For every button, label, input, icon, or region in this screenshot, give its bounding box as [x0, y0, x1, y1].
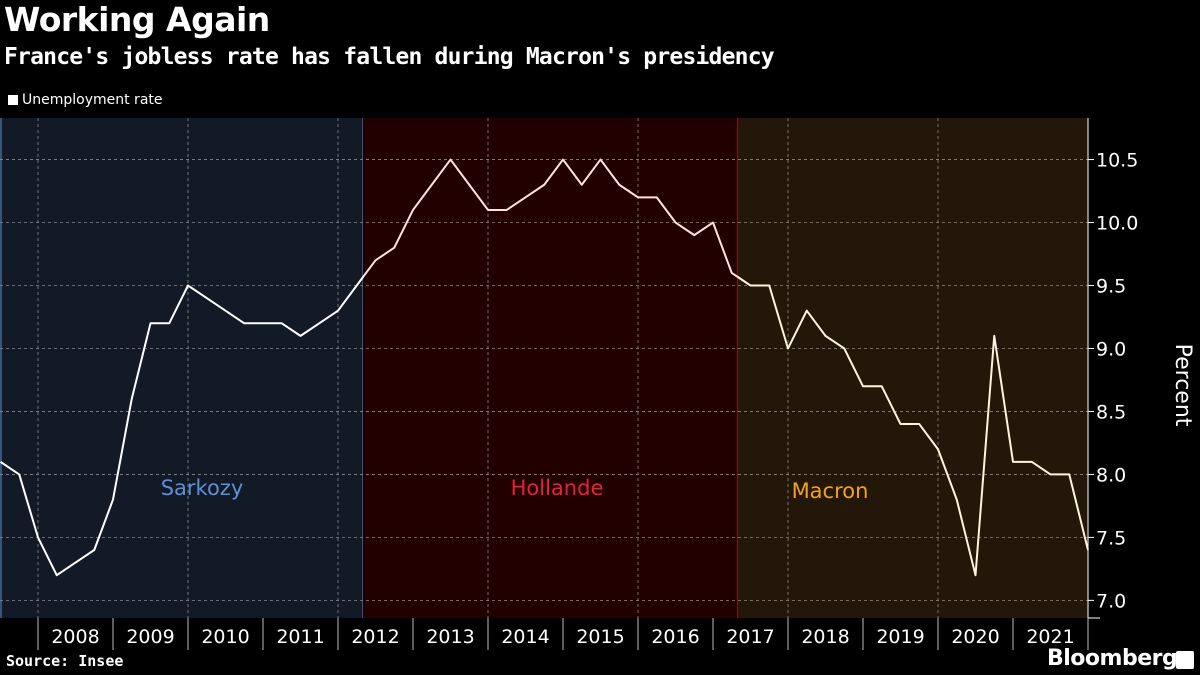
data-point-2014-Q1	[487, 209, 489, 211]
series-line-unemployment-rate	[363, 158, 738, 279]
y-tick-label: 10.0	[1096, 213, 1138, 235]
data-point-2017-Q3	[750, 285, 752, 287]
data-point-2012-Q4	[393, 247, 395, 249]
source-note: Source: Insee	[6, 652, 124, 670]
bloomberg-logo: Bloomberg	[1047, 646, 1178, 671]
x-tick-label: 2011	[276, 626, 324, 648]
y-tick-label: 7.5	[1096, 527, 1126, 549]
data-point-2015-Q2	[581, 184, 583, 186]
data-point-2014-Q4	[543, 184, 545, 186]
data-point-2019-Q2	[881, 385, 883, 387]
data-point-2011-Q1	[262, 322, 264, 324]
data-point-2008-Q3	[75, 562, 77, 564]
data-point-2018-Q4	[843, 348, 845, 350]
data-point-2017-Q1	[712, 222, 714, 224]
data-point-2011-Q3	[300, 335, 302, 337]
data-point-2011-Q4	[318, 322, 320, 324]
y-tick-label: 8.0	[1096, 464, 1126, 486]
data-point-2013-Q3	[450, 159, 452, 161]
data-point-2007-Q4	[18, 474, 20, 476]
data-point-2018-Q1	[787, 348, 789, 350]
data-point-2010-Q4	[243, 322, 245, 324]
data-point-2017-Q2	[731, 272, 733, 274]
data-point-2019-Q3	[900, 423, 902, 425]
data-point-2013-Q4	[468, 184, 470, 186]
chart-title: Working Again	[4, 0, 270, 39]
data-point-2008-Q4	[93, 549, 95, 551]
x-tick-label: 2015	[576, 626, 624, 648]
data-point-2016-Q2	[656, 197, 658, 199]
x-tick-label: 2012	[351, 626, 399, 648]
data-point-2019-Q4	[918, 423, 920, 425]
x-tick-label: 2019	[876, 626, 924, 648]
data-point-2015-Q4	[618, 184, 620, 186]
x-tick-label: 2010	[201, 626, 249, 648]
legend-swatch	[8, 95, 18, 105]
period-background-macron	[738, 118, 1088, 618]
period-label-macron: Macron	[792, 479, 869, 503]
data-point-2013-Q1	[412, 209, 414, 211]
data-point-2010-Q2	[206, 297, 208, 299]
data-point-2015-Q3	[600, 159, 602, 161]
data-point-2016-Q4	[693, 234, 695, 236]
data-point-2019-Q1	[862, 385, 864, 387]
data-point-2017-Q4	[768, 285, 770, 287]
data-point-2008-Q2	[56, 574, 58, 576]
y-tick-label: 8.5	[1096, 401, 1126, 423]
y-axis-label: Percent	[1170, 344, 1195, 427]
x-tick-label: 2017	[726, 626, 774, 648]
x-tick-label: 2013	[426, 626, 474, 648]
data-point-2021-Q1	[1012, 461, 1014, 463]
period-label-hollande: Hollande	[511, 476, 604, 500]
data-point-2021-Q4	[1068, 474, 1070, 476]
data-point-2009-Q2	[131, 398, 133, 400]
x-tick-label: 2009	[126, 626, 174, 648]
chart-subtitle: France's jobless rate has fallen during …	[4, 44, 775, 70]
data-point-2014-Q2	[506, 209, 508, 211]
x-tick-label: 2021	[1026, 626, 1074, 648]
data-point-2012-Q1	[337, 310, 339, 312]
data-point-2018-Q2	[806, 310, 808, 312]
data-point-2014-Q3	[525, 197, 527, 199]
y-tick-label: 9.5	[1096, 276, 1126, 298]
legend: Unemployment rate	[8, 92, 163, 108]
y-tick-label: 9.0	[1096, 338, 1126, 360]
data-point-2012-Q3	[375, 260, 377, 262]
data-point-2016-Q3	[675, 222, 677, 224]
y-tick-label: 7.0	[1096, 590, 1126, 612]
data-point-2009-Q3	[150, 322, 152, 324]
data-point-2020-Q3	[975, 574, 977, 576]
series-line-unemployment-rate	[0, 275, 363, 577]
data-point-2020-Q4	[993, 335, 995, 337]
data-point-2010-Q3	[225, 310, 227, 312]
data-point-2020-Q1	[937, 448, 939, 450]
bloomberg-chart-icon	[1176, 651, 1194, 669]
data-point-2012-Q2	[356, 285, 358, 287]
series-line-unemployment-rate	[738, 275, 1089, 577]
period-label-sarkozy: Sarkozy	[161, 476, 244, 500]
x-tick-label: 2020	[951, 626, 999, 648]
period-background-hollande	[363, 118, 738, 618]
data-point-2020-Q2	[956, 499, 958, 501]
x-tick-label: 2016	[651, 626, 699, 648]
x-tick-label: 2008	[51, 626, 99, 648]
data-point-2013-Q2	[431, 184, 433, 186]
y-tick-label: 10.5	[1096, 150, 1138, 172]
data-point-2009-Q1	[112, 499, 114, 501]
data-point-2016-Q1	[637, 197, 639, 199]
data-point-2015-Q1	[562, 159, 564, 161]
data-point-2011-Q2	[281, 322, 283, 324]
data-point-2018-Q3	[825, 335, 827, 337]
legend-label: Unemployment rate	[22, 92, 163, 108]
x-tick-label: 2014	[501, 626, 549, 648]
data-point-2010-Q1	[187, 285, 189, 287]
data-point-2008-Q1	[37, 537, 39, 539]
data-point-2009-Q4	[168, 322, 170, 324]
data-point-2021-Q3	[1050, 474, 1052, 476]
data-point-2022-Q1	[1087, 549, 1089, 551]
x-tick-label: 2018	[801, 626, 849, 648]
data-point-2021-Q2	[1031, 461, 1033, 463]
period-background-sarkozy	[0, 118, 363, 618]
